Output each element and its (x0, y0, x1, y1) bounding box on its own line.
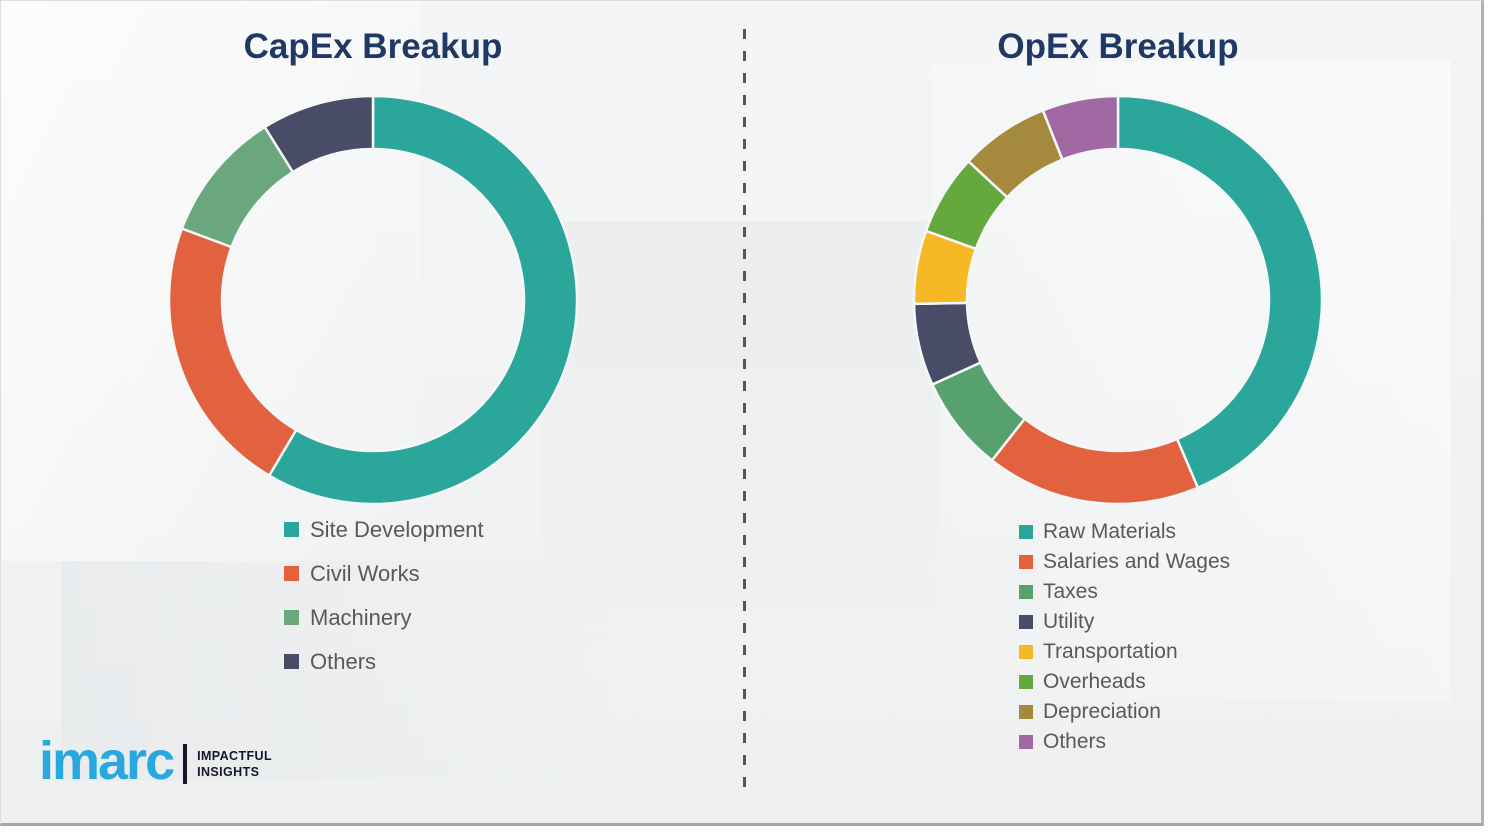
legend-item: Site Development (284, 518, 484, 541)
imarc-wordmark: imarc (39, 731, 175, 791)
legend-item: Machinery (284, 606, 484, 629)
legend-label: Salaries and Wages (1043, 550, 1231, 573)
legend-swatch-icon (284, 566, 299, 581)
opex-title: OpEx Breakup (997, 27, 1239, 66)
imarc-logo: imarc IMPACTFUL INSIGHTS (39, 731, 272, 791)
capex-title: CapEx Breakup (243, 27, 503, 66)
legend-label: Machinery (310, 605, 412, 630)
legend-swatch-icon (284, 522, 299, 537)
legend-label: Site Development (310, 517, 484, 542)
legend-label: Utility (1043, 610, 1095, 633)
legend-item: Raw Materials (1019, 520, 1230, 543)
donut-svg (912, 94, 1324, 506)
legend-swatch-icon (1019, 644, 1033, 659)
legend-item: Civil Works (284, 562, 484, 585)
legend-item: Others (284, 650, 484, 673)
legend-swatch-icon (1019, 674, 1033, 689)
legend-item: Taxes (1019, 580, 1230, 603)
tagline-line-1: IMPACTFUL (197, 749, 272, 764)
legend-label: Civil Works (310, 561, 420, 586)
capex-legend: Site Development Civil Works Machinery Othe… (284, 518, 484, 673)
legend-label: Raw Materials (1043, 520, 1177, 543)
donut-segment-raw-materials (1116, 94, 1324, 490)
legend-label: Others (1043, 730, 1107, 753)
legend-label: Overheads (1043, 670, 1146, 693)
donut-segment-salaries-and-wages (990, 416, 1200, 506)
legend-item: Utility (1019, 610, 1230, 633)
legend-item: Salaries and Wages (1019, 550, 1230, 573)
logo-separator (183, 744, 188, 785)
donut-segment-civil-works (167, 226, 298, 478)
donut-segment-others (1041, 94, 1120, 162)
legend-swatch-icon (1019, 704, 1033, 719)
legend-label: Transportation (1043, 640, 1178, 663)
tagline-line-2: INSIGHTS (197, 765, 260, 780)
legend-swatch-icon (1019, 554, 1033, 569)
donut-segment-others (263, 94, 375, 174)
background-texture (541, 221, 941, 651)
legend-label: Depreciation (1043, 700, 1161, 723)
legend-swatch-icon (284, 610, 299, 625)
donut-svg (167, 94, 579, 506)
legend-label: Others (310, 649, 377, 674)
legend-item: Depreciation (1019, 700, 1230, 723)
legend-swatch-icon (1019, 614, 1033, 629)
legend-item: Overheads (1019, 670, 1230, 693)
imarc-tagline: IMPACTFUL INSIGHTS (197, 748, 272, 781)
capex-donut-chart (166, 93, 580, 507)
vertical-dashed-divider (743, 29, 746, 791)
legend-swatch-icon (1019, 734, 1033, 749)
legend-label: Taxes (1043, 580, 1098, 603)
legend-item: Transportation (1019, 640, 1230, 663)
legend-swatch-icon (284, 654, 299, 669)
legend-swatch-icon (1019, 584, 1033, 599)
opex-donut-chart (911, 93, 1325, 507)
opex-legend: Raw Materials Salaries and Wages Taxes Util… (1019, 520, 1230, 753)
donut-segment-site-development (267, 94, 579, 506)
legend-item: Others (1019, 730, 1230, 753)
legend-swatch-icon (1019, 524, 1033, 539)
